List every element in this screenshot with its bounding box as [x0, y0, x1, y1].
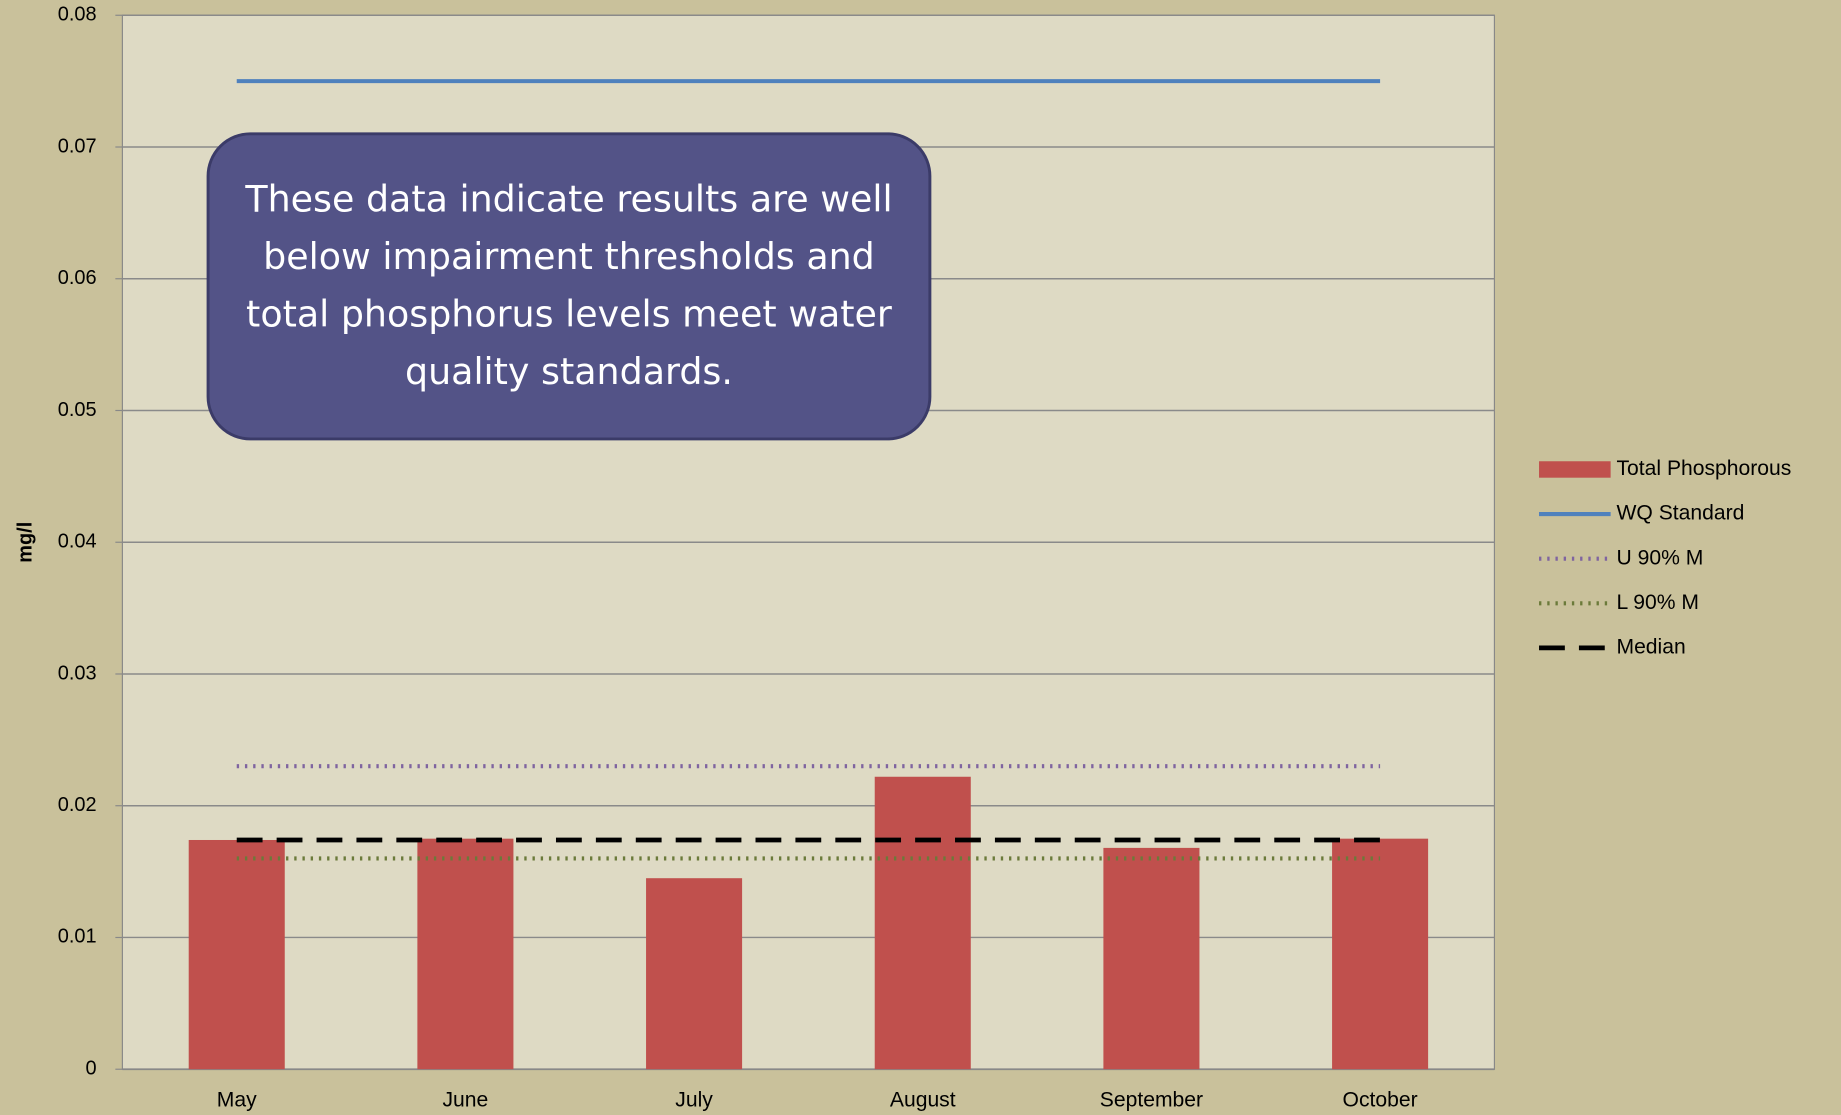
bar	[646, 878, 743, 1070]
y-tick-label: 0.06	[58, 267, 97, 289]
x-tick-label: July	[675, 1088, 713, 1111]
y-tick-label: 0.03	[58, 662, 97, 684]
legend-label: L 90% M	[1616, 591, 1699, 614]
annotation-box	[206, 132, 932, 441]
legend-label: Median	[1616, 635, 1685, 658]
legend-label: U 90% M	[1616, 546, 1703, 569]
annotation-area: These data indicate results are well bel…	[245, 178, 893, 394]
legend-swatch	[1539, 461, 1611, 478]
x-tick-label: June	[443, 1088, 489, 1111]
y-tick-label: 0.07	[58, 135, 97, 157]
y-tick-label: 0.04	[58, 531, 97, 553]
annotation: These data indicate results are well bel…	[206, 132, 932, 441]
legend-label: Total Phosphorous	[1616, 457, 1791, 480]
x-tick-label: October	[1343, 1088, 1418, 1111]
y-axis-label: mg/l	[14, 522, 36, 563]
bar	[1103, 847, 1200, 1070]
x-tick-label: May	[217, 1088, 257, 1111]
y-tick-label: 0.05	[58, 399, 97, 421]
x-tick-label: August	[890, 1088, 956, 1111]
y-tick-label: 0	[85, 1057, 96, 1079]
x-tick-label: September	[1100, 1088, 1203, 1111]
y-tick-label: 0.02	[58, 794, 97, 816]
legend-label: WQ Standard	[1616, 502, 1744, 525]
bar	[874, 776, 971, 1070]
y-tick-label: 0.01	[58, 926, 97, 948]
y-tick-label: 0.08	[58, 4, 97, 26]
bar	[1332, 838, 1429, 1070]
bar	[188, 839, 285, 1070]
bar	[417, 838, 514, 1070]
annotation-text: These data indicate results are well bel…	[245, 178, 893, 394]
